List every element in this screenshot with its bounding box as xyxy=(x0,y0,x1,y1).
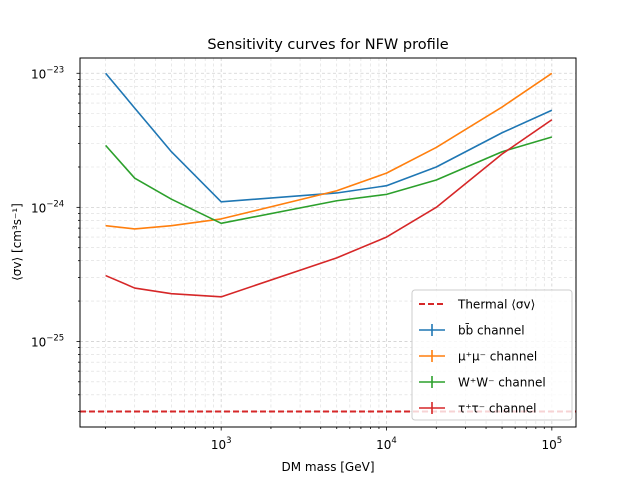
y-tick-label: 10−24 xyxy=(31,199,64,215)
series-line-4 xyxy=(105,119,553,298)
legend-label-4: τ⁺τ⁻ channel xyxy=(458,402,536,416)
y-tick-label: 10−25 xyxy=(31,333,64,349)
legend-thermal-label: Thermal ⟨σv⟩ xyxy=(457,298,535,312)
legend: Thermal ⟨σv⟩ bb̄ channel μ⁺μ⁻ channel W⁺W⁻ … xyxy=(411,289,573,421)
series-line-2 xyxy=(105,72,553,230)
x-tick-label: 105 xyxy=(541,436,562,452)
ticks: 103 104 105 10−25 10−24 10−23 xyxy=(31,65,562,452)
y-tick-label: 10−23 xyxy=(31,65,64,81)
y-axis-label: ⟨σv⟩ [cm³s⁻¹] xyxy=(10,203,24,281)
legend-label-3: W⁺W⁻ channel xyxy=(458,376,546,390)
series-layer xyxy=(104,72,553,298)
legend-label-1: bb̄ channel xyxy=(458,323,525,337)
x-tick-label: 104 xyxy=(376,436,397,452)
plot-frame xyxy=(79,57,577,428)
series-line-3 xyxy=(105,136,553,225)
x-axis-label: DM mass [GeV] xyxy=(281,460,374,474)
legend-box xyxy=(411,289,573,421)
series-line-1 xyxy=(104,72,553,203)
legend-label-2: μ⁺μ⁻ channel xyxy=(458,350,537,364)
x-tick-label: 103 xyxy=(211,436,232,452)
chart-title: Sensitivity curves for NFW profile xyxy=(207,37,448,53)
